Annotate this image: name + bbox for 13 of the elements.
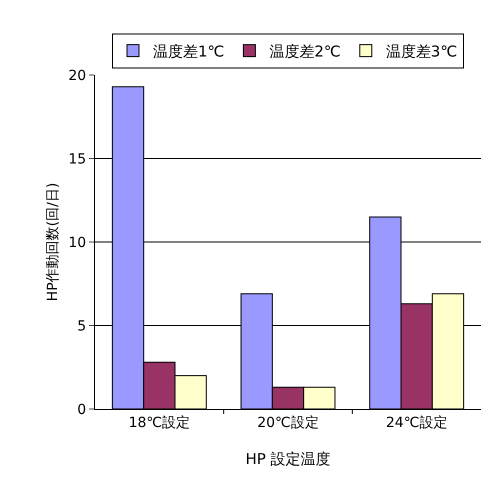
x-tick-label: 18℃設定 <box>128 414 190 431</box>
x-axis-title: HP 設定温度 <box>245 450 331 468</box>
y-tick-label: 0 <box>77 402 86 418</box>
y-tick-label: 5 <box>77 318 86 334</box>
y-axis-title: HP作動回数(回/日) <box>45 182 61 302</box>
legend-label: 温度差1℃ <box>153 42 224 60</box>
x-tick-label: 20℃設定 <box>257 414 319 431</box>
y-tick-label: 20 <box>68 68 86 84</box>
x-tick-label: 24℃設定 <box>386 414 448 431</box>
y-tick-label: 10 <box>68 234 86 251</box>
legend-label: 温度差2℃ <box>269 42 341 60</box>
y-tick-label: 15 <box>68 151 86 168</box>
legend-label: 温度差3℃ <box>386 42 458 60</box>
